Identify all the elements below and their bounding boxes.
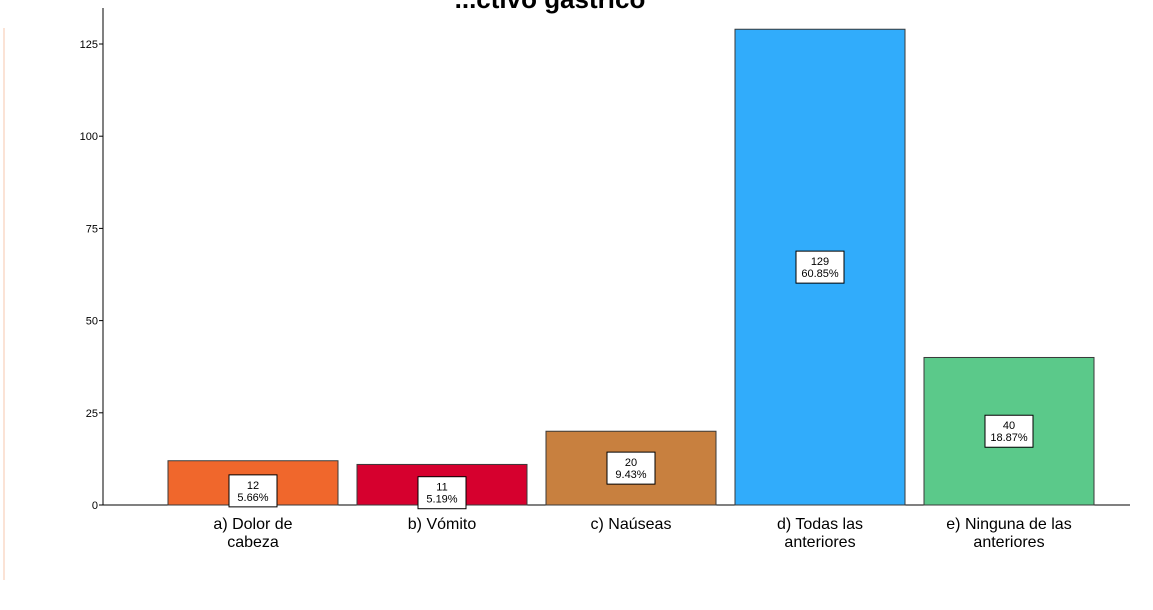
data-label-count: 129 (811, 256, 829, 268)
data-label-box (795, 250, 845, 284)
y-tick-label: 25 (86, 408, 98, 420)
y-tick-label: 125 (80, 39, 98, 51)
data-label-box (228, 474, 278, 508)
x-category-label: anteriores (973, 534, 1044, 551)
x-category-label: d) Todas las (777, 516, 863, 533)
y-tick-label: 50 (86, 316, 98, 328)
x-category-label: c) Naúseas (591, 516, 672, 533)
data-label-box (984, 414, 1034, 448)
data-label-percent: 18.87% (990, 432, 1028, 444)
x-category-label: e) Ninguna de las (946, 516, 1071, 533)
data-label-box (606, 451, 656, 485)
y-tick-label: 75 (86, 223, 98, 235)
x-category-label: b) Vómito (408, 516, 477, 533)
data-label-count: 20 (625, 457, 637, 469)
x-category-label: a) Dolor de (213, 516, 292, 533)
data-label-percent: 5.66% (237, 492, 268, 504)
data-label-box (417, 476, 467, 510)
x-category-label: cabeza (227, 534, 279, 551)
chart-title: ...ctivo gástrico (350, 0, 750, 15)
data-label-count: 11 (436, 482, 447, 494)
data-label-count: 40 (1003, 420, 1015, 432)
left-accent-line (3, 28, 5, 580)
x-category-label: anteriores (784, 534, 855, 551)
y-tick-label: 0 (92, 500, 98, 512)
y-tick-label: 100 (80, 131, 98, 143)
data-label-count: 12 (247, 480, 259, 492)
data-label-percent: 5.19% (426, 494, 457, 506)
data-label-percent: 9.43% (615, 469, 646, 481)
data-label-percent: 60.85% (801, 268, 839, 280)
